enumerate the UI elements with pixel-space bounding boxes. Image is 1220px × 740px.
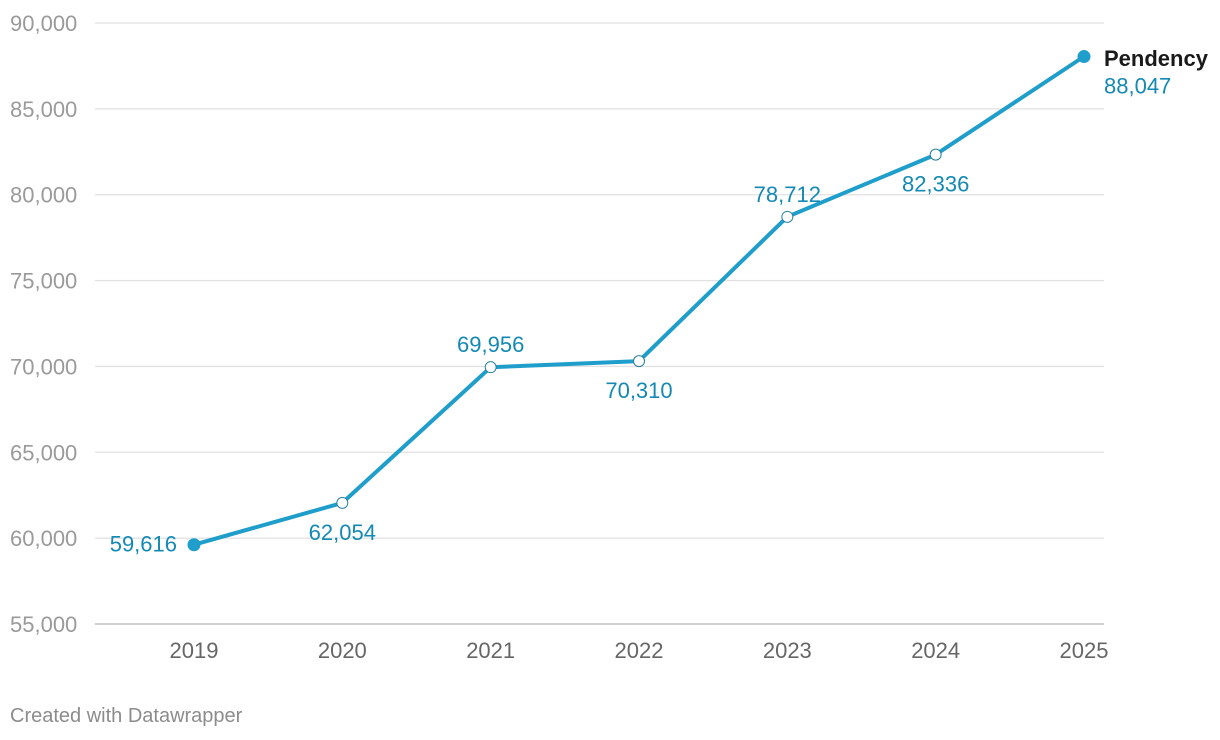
y-tick-label: 90,000 xyxy=(10,11,77,36)
y-tick-label: 80,000 xyxy=(10,183,77,208)
y-tick-label: 75,000 xyxy=(10,269,77,294)
x-tick-label: 2023 xyxy=(763,638,812,663)
x-tick-label: 2024 xyxy=(911,638,960,663)
data-point xyxy=(1077,50,1091,64)
data-label: 69,956 xyxy=(457,332,524,357)
y-tick-label: 60,000 xyxy=(10,526,77,551)
data-point xyxy=(929,148,942,161)
x-tick-label: 2021 xyxy=(466,638,515,663)
series-line-pendency xyxy=(193,54,1086,547)
data-labels: 59,616 62,054 69,956 70,310 78,712 82,336 88,0… xyxy=(110,74,1172,557)
data-point xyxy=(781,210,794,223)
data-points xyxy=(187,50,1091,552)
y-tick-label: 70,000 xyxy=(10,354,77,379)
x-tick-label: 2025 xyxy=(1060,638,1109,663)
credit-text: Created with Datawrapper xyxy=(10,705,243,727)
x-tick-label: 2019 xyxy=(170,638,219,663)
data-point xyxy=(336,496,349,509)
data-label: 70,310 xyxy=(605,378,672,403)
data-point xyxy=(633,355,645,368)
data-point xyxy=(187,538,201,552)
gridlines xyxy=(95,22,1104,625)
y-tick-label: 85,000 xyxy=(10,97,77,122)
series-name-label: Pendency xyxy=(1104,46,1209,71)
data-label: 78,712 xyxy=(754,182,821,207)
data-label: 82,336 xyxy=(902,172,969,197)
x-tick-label: 2020 xyxy=(318,638,367,663)
data-label: 88,047 xyxy=(1104,74,1171,99)
data-label: 59,616 xyxy=(110,532,177,557)
y-axis: 55,000 60,000 65,000 70,000 75,000 80,000 85,0… xyxy=(10,11,77,637)
x-tick-label: 2022 xyxy=(615,638,664,663)
data-point xyxy=(484,361,497,374)
y-tick-label: 65,000 xyxy=(10,440,77,465)
x-axis: 2019 2020 2021 2022 2023 2024 2025 xyxy=(170,638,1109,663)
data-label: 62,054 xyxy=(309,520,376,545)
y-tick-label: 55,000 xyxy=(10,612,77,637)
